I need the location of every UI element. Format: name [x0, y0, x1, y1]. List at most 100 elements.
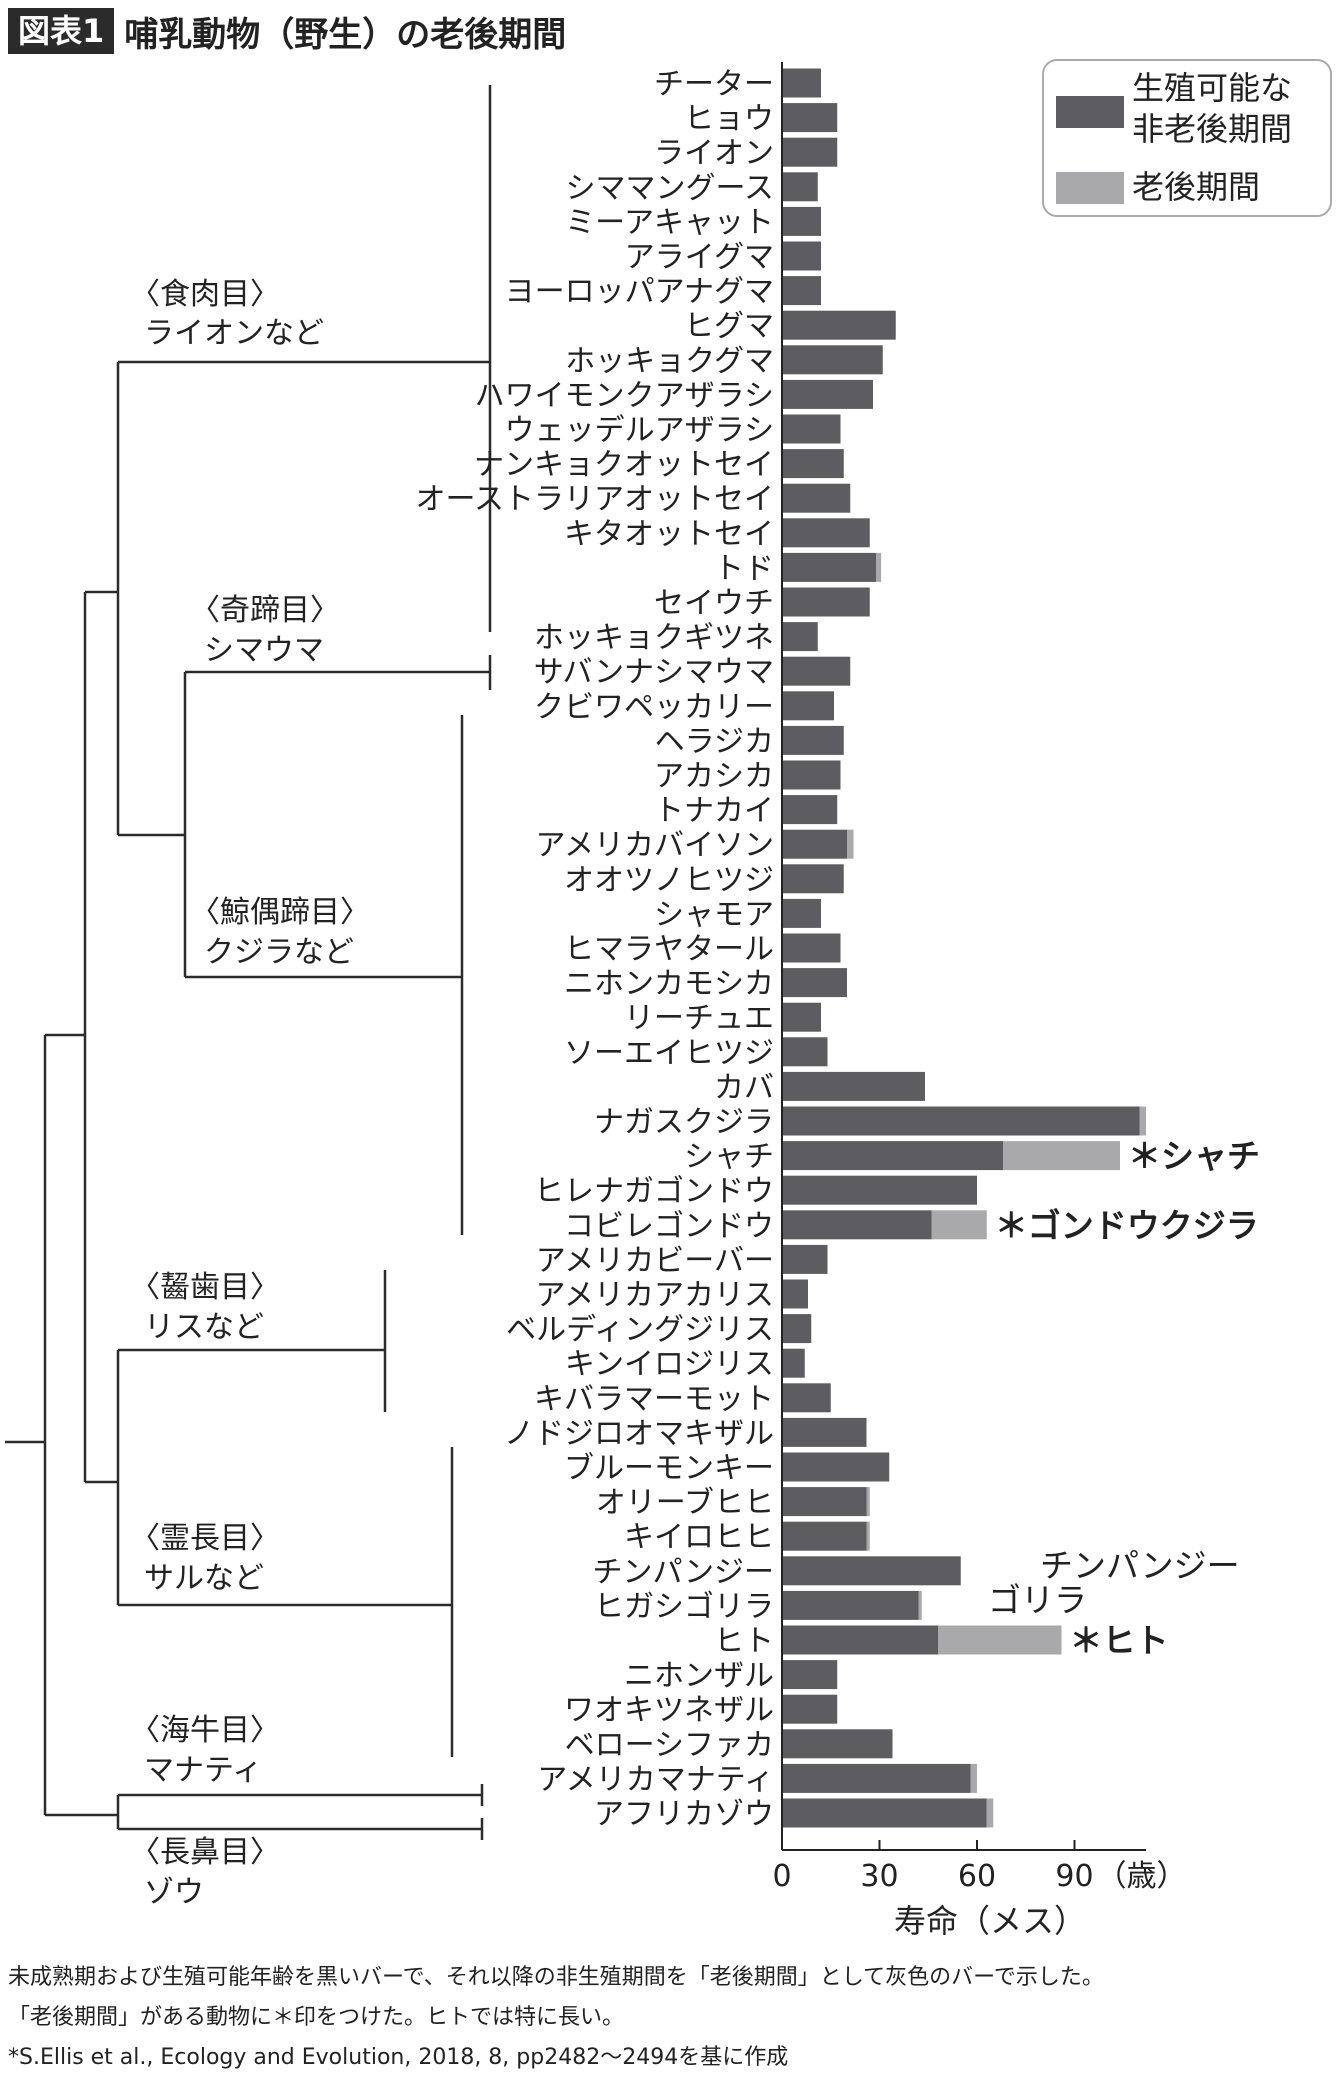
- category-label: キタオットセイ: [564, 517, 774, 552]
- legend: 生殖可能な 非老後期間 老後期間: [1042, 59, 1332, 217]
- category-label: トナカイ: [654, 794, 774, 829]
- bar-repro: [782, 414, 841, 444]
- category-label: アメリカアカリス: [536, 1278, 775, 1313]
- bar-repro: [782, 1798, 987, 1828]
- bar-repro: [782, 310, 896, 340]
- bar-repro: [782, 760, 841, 790]
- bar-repro: [782, 1106, 1140, 1136]
- footer-line-1: 未成熟期および生殖可能年齢を黒いバーで、それ以降の非生殖期間を「老後期間」として…: [8, 1965, 1104, 1990]
- x-tick-label: 90: [1055, 1859, 1093, 1894]
- category-label: ニホンザル: [624, 1659, 774, 1694]
- bar-repro: [782, 1314, 812, 1344]
- bar-repro: [782, 1037, 828, 1067]
- bar-repro: [782, 1210, 932, 1240]
- legend-swatch-post: [1056, 172, 1124, 204]
- bar-repro: [782, 1487, 867, 1517]
- footer-line-2: 「老後期間」がある動物に＊印をつけた。ヒトでは特に長い。: [8, 2005, 625, 2030]
- category-label: ホッキョクギツネ: [534, 621, 774, 656]
- footer-notes: 未成熟期および生殖可能年齢を黒いバーで、それ以降の非生殖期間を「老後期間」として…: [8, 1958, 1104, 2078]
- tree-group-example: マナティ: [144, 1753, 262, 1788]
- bar-post: [938, 1625, 1062, 1655]
- category-label: オリーブヒヒ: [596, 1486, 774, 1521]
- category-label: チンパンジー: [593, 1555, 775, 1590]
- figure-title: 哺乳動物（野生）の老後期間: [124, 14, 567, 55]
- category-label: アカシカ: [654, 759, 774, 794]
- bar-repro: [782, 241, 821, 271]
- bar-repro: [782, 1452, 890, 1482]
- bar-repro: [782, 552, 877, 582]
- bar-repro: [782, 587, 870, 617]
- annotation-star: ＊ゴンドウクジラ: [995, 1206, 1259, 1245]
- bar-repro: [782, 795, 838, 825]
- category-label: サバンナシマウマ: [534, 655, 774, 690]
- tree-group-name: 〈海牛目〉: [130, 1713, 280, 1748]
- annotation-star: ＊シャチ: [1128, 1137, 1260, 1176]
- category-label: アメリカビーバー: [536, 1243, 774, 1278]
- category-label: ソーエイヒツジ: [564, 1036, 774, 1071]
- tree-group-example: サルなど: [144, 1561, 264, 1596]
- x-axis-label: 寿命（メス）: [894, 1902, 1086, 1940]
- footer-line-3: *S.Ellis et al., Ecology and Evolution, …: [8, 2045, 789, 2070]
- bar-post: [866, 1521, 870, 1551]
- bar-post: [1003, 1141, 1120, 1171]
- bar-repro: [782, 1348, 805, 1378]
- category-label: クビワペッカリー: [534, 690, 774, 725]
- bar-repro: [782, 1417, 867, 1447]
- legend-label-post: 老後期間: [1132, 168, 1260, 206]
- bar-repro: [782, 518, 870, 548]
- bar-post: [866, 1487, 870, 1517]
- category-label: ミーアキャット: [565, 205, 774, 240]
- category-label: ホッキョクグマ: [565, 344, 774, 379]
- category-label: カバ: [714, 1070, 774, 1105]
- category-label: ヒョウ: [684, 102, 774, 137]
- bar-repro: [782, 1521, 867, 1551]
- bar-repro: [782, 898, 821, 928]
- bar-post: [931, 1210, 987, 1240]
- tree-group-name: 〈食肉目〉: [130, 277, 280, 312]
- bar-repro: [782, 1244, 828, 1274]
- category-label: セイウチ: [654, 586, 774, 621]
- category-label: キイロヒヒ: [624, 1520, 774, 1555]
- tree-group-name: 〈長鼻目〉: [130, 1835, 280, 1870]
- tree-group-name: 〈霊長目〉: [130, 1521, 280, 1556]
- bar-post: [847, 829, 854, 859]
- category-label: チーター: [654, 67, 774, 102]
- annotation-label: チンパンジー: [1040, 1546, 1240, 1585]
- category-label: キンイロジリス: [565, 1347, 774, 1382]
- bar-repro: [782, 1729, 893, 1759]
- category-label: ヘラジカ: [655, 724, 774, 759]
- category-label: ヒガシゴリラ: [594, 1589, 774, 1624]
- tree-group-name: 〈鯨偶蹄目〉: [190, 895, 370, 930]
- bar-repro: [782, 1660, 838, 1690]
- bar-repro: [782, 1383, 831, 1413]
- category-label: アライグマ: [625, 240, 774, 275]
- x-tick-label: 60: [958, 1859, 996, 1894]
- category-label: ナンキョクオットセイ: [474, 448, 774, 483]
- bar-repro: [782, 933, 841, 963]
- figure-header: 図表1 哺乳動物（野生）の老後期間: [8, 8, 567, 55]
- bar-repro: [782, 379, 873, 409]
- x-axis: 0 30 60 90 （歳） 寿命（メス）: [772, 62, 1187, 1940]
- legend-swatch-repro: [1056, 96, 1124, 128]
- category-label: オーストラリアオットセイ: [416, 482, 775, 517]
- bar-repro: [782, 345, 883, 375]
- tree-group-example: ゾウ: [144, 1875, 204, 1910]
- category-label: ヒグマ: [684, 309, 774, 344]
- category-label: ライオン: [654, 136, 774, 171]
- category-label: ワオキツネザル: [564, 1693, 774, 1728]
- phylogenetic-tree: 〈食肉目〉ライオンなど〈奇蹄目〉シマウマ〈鯨偶蹄目〉クジラなど〈齧歯目〉リスなど…: [5, 85, 492, 1910]
- category-label: ブルーモンキー: [564, 1451, 774, 1486]
- bar-repro: [782, 103, 838, 133]
- tree-group-name: 〈奇蹄目〉: [190, 593, 340, 628]
- category-label: リーチュエ: [624, 1001, 774, 1036]
- bar-repro: [782, 1002, 821, 1032]
- category-label: ハワイモンクアザラシ: [475, 378, 774, 413]
- annotation-label: ゴリラ: [988, 1580, 1087, 1619]
- category-label: シママングース: [566, 171, 775, 206]
- bar-repro: [782, 483, 851, 513]
- category-label: シャチ: [684, 1140, 774, 1175]
- bar-post: [970, 1763, 977, 1793]
- bar-repro: [782, 1175, 977, 1205]
- bar-repro: [782, 968, 847, 998]
